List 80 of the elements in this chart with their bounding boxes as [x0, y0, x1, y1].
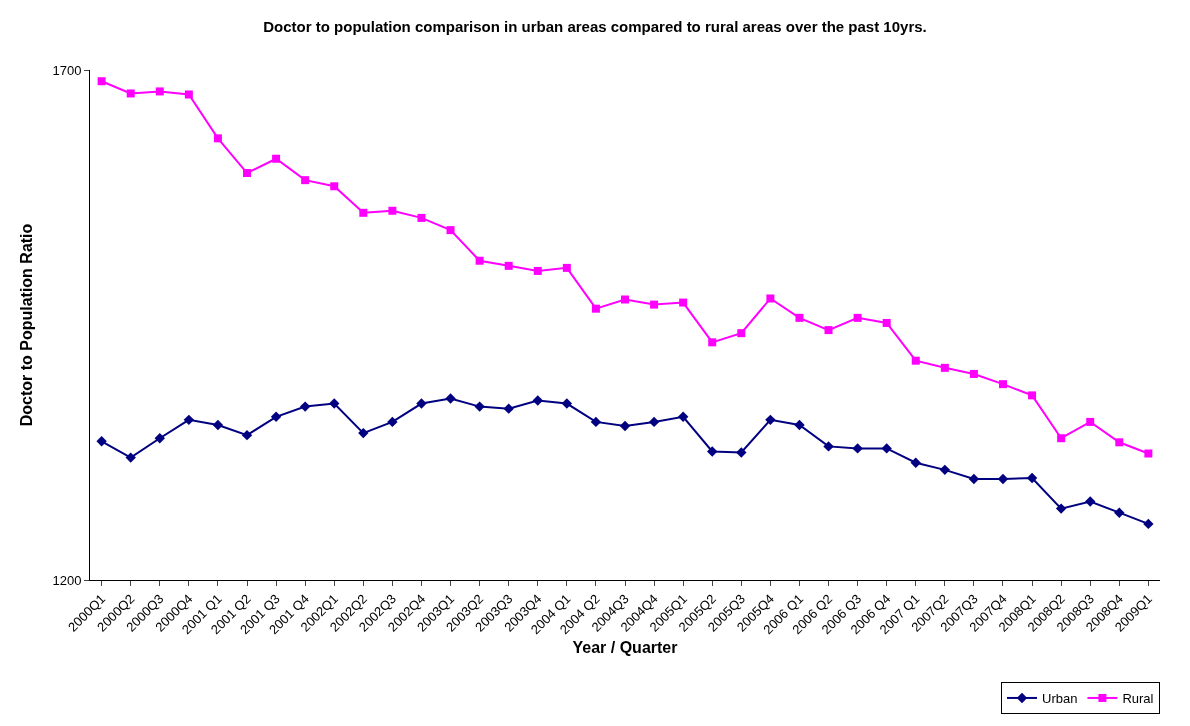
point — [737, 329, 746, 338]
point — [562, 263, 571, 272]
y-axis-title: Doctor to Population Ratio — [18, 223, 36, 427]
point — [1086, 417, 1095, 426]
point — [881, 443, 892, 454]
point — [707, 446, 718, 457]
point — [1028, 391, 1037, 400]
point — [1114, 507, 1125, 518]
point — [794, 419, 805, 431]
point — [619, 420, 631, 432]
point — [445, 393, 456, 404]
point — [126, 89, 135, 98]
point — [590, 416, 602, 428]
point — [241, 429, 253, 441]
point — [910, 457, 921, 468]
point — [359, 208, 368, 217]
point — [387, 416, 398, 428]
point — [621, 295, 629, 304]
point — [736, 447, 747, 458]
point — [997, 473, 1009, 485]
point — [795, 313, 804, 322]
point — [97, 77, 106, 86]
point — [532, 395, 543, 406]
point — [998, 380, 1007, 389]
point — [765, 414, 776, 426]
point — [1115, 438, 1124, 447]
point — [648, 416, 660, 428]
point — [940, 363, 949, 372]
point — [852, 443, 863, 454]
point — [330, 182, 339, 191]
point — [184, 90, 193, 99]
point — [213, 134, 222, 143]
point — [183, 414, 195, 426]
point — [329, 398, 340, 409]
point — [1055, 503, 1067, 514]
point — [243, 169, 252, 178]
point — [969, 369, 978, 378]
legend-label: Urban — [1042, 691, 1078, 707]
legend-label: Rural — [1122, 691, 1154, 707]
point — [911, 356, 920, 365]
point — [677, 411, 689, 422]
point — [504, 261, 513, 270]
point — [154, 433, 165, 444]
point — [299, 401, 311, 412]
point — [272, 154, 281, 163]
chart-title: Doctor to population comparison in urban areas compared to rural areas over the past 10yrs. — [263, 18, 927, 36]
point — [474, 401, 485, 412]
point — [270, 411, 282, 422]
point — [1085, 496, 1096, 507]
point — [388, 206, 397, 215]
point — [766, 294, 775, 303]
point — [679, 298, 688, 307]
point — [503, 403, 514, 414]
point — [1143, 518, 1154, 530]
y-tick-label: 1200 — [52, 572, 82, 588]
point — [1057, 434, 1066, 443]
y-tick-label: 1700 — [52, 62, 82, 78]
point — [823, 441, 834, 452]
point — [446, 226, 455, 235]
point — [417, 213, 426, 222]
point — [1026, 472, 1038, 484]
point — [416, 398, 427, 409]
point — [155, 87, 164, 96]
point — [853, 313, 862, 322]
point — [125, 452, 136, 463]
point — [212, 419, 224, 431]
point — [358, 427, 369, 439]
point — [475, 256, 484, 265]
point — [708, 338, 717, 347]
point — [561, 398, 573, 409]
point — [533, 266, 542, 275]
point — [1144, 449, 1153, 458]
point — [882, 318, 891, 327]
point — [591, 304, 600, 313]
point — [650, 300, 659, 309]
point — [96, 436, 107, 447]
point — [824, 326, 833, 335]
point — [301, 176, 310, 185]
x-axis-title: Year / Quarter — [572, 638, 678, 656]
point — [939, 464, 951, 476]
